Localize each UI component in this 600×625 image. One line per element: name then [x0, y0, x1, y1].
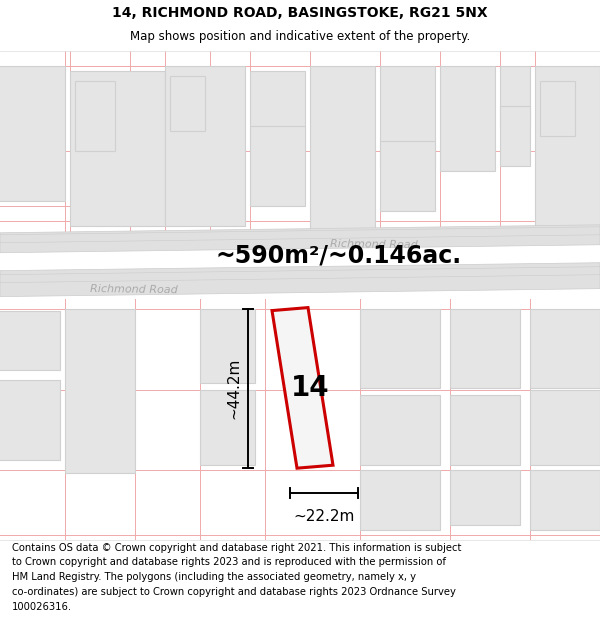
Text: ~22.2m: ~22.2m [293, 509, 355, 524]
Bar [65, 309, 135, 473]
Bar [450, 309, 520, 388]
Bar [530, 309, 600, 388]
Bar [250, 71, 305, 151]
Bar [360, 309, 440, 388]
Bar [540, 81, 575, 136]
Text: HM Land Registry. The polygons (including the associated geometry, namely x, y: HM Land Registry. The polygons (includin… [12, 572, 416, 582]
Text: Map shows position and indicative extent of the property.: Map shows position and indicative extent… [130, 31, 470, 43]
Text: co-ordinates) are subject to Crown copyright and database rights 2023 Ordnance S: co-ordinates) are subject to Crown copyr… [12, 587, 456, 597]
Bar [70, 71, 165, 226]
Bar [360, 396, 440, 465]
Bar [360, 470, 440, 530]
Bar [75, 81, 115, 151]
Bar [530, 391, 600, 465]
Bar [450, 470, 520, 525]
Bar [165, 66, 245, 226]
Bar [200, 309, 255, 383]
Bar [535, 66, 600, 226]
Bar [500, 106, 530, 166]
Text: 14: 14 [291, 374, 330, 402]
Text: 14, RICHMOND ROAD, BASINGSTOKE, RG21 5NX: 14, RICHMOND ROAD, BASINGSTOKE, RG21 5NX [112, 6, 488, 20]
Text: 100026316.: 100026316. [12, 602, 72, 612]
Bar [440, 66, 495, 171]
Polygon shape [0, 262, 600, 297]
Bar [380, 141, 435, 211]
Bar [200, 391, 255, 465]
Text: ~590m²/~0.146ac.: ~590m²/~0.146ac. [215, 244, 461, 268]
Bar [450, 396, 520, 465]
Bar [530, 470, 600, 530]
Bar [380, 66, 435, 166]
Text: Richmond Road: Richmond Road [330, 239, 418, 250]
Bar [0, 311, 60, 371]
Bar [310, 66, 375, 231]
Bar [170, 76, 205, 131]
Bar [500, 66, 530, 126]
Text: Richmond Road: Richmond Road [90, 284, 178, 296]
Bar [250, 126, 305, 206]
Text: to Crown copyright and database rights 2023 and is reproduced with the permissio: to Crown copyright and database rights 2… [12, 558, 446, 568]
Text: Contains OS data © Crown copyright and database right 2021. This information is : Contains OS data © Crown copyright and d… [12, 542, 461, 552]
Bar [0, 66, 65, 201]
Text: ~44.2m: ~44.2m [227, 357, 241, 419]
Polygon shape [0, 225, 600, 253]
Bar [0, 381, 60, 460]
Polygon shape [272, 308, 333, 468]
